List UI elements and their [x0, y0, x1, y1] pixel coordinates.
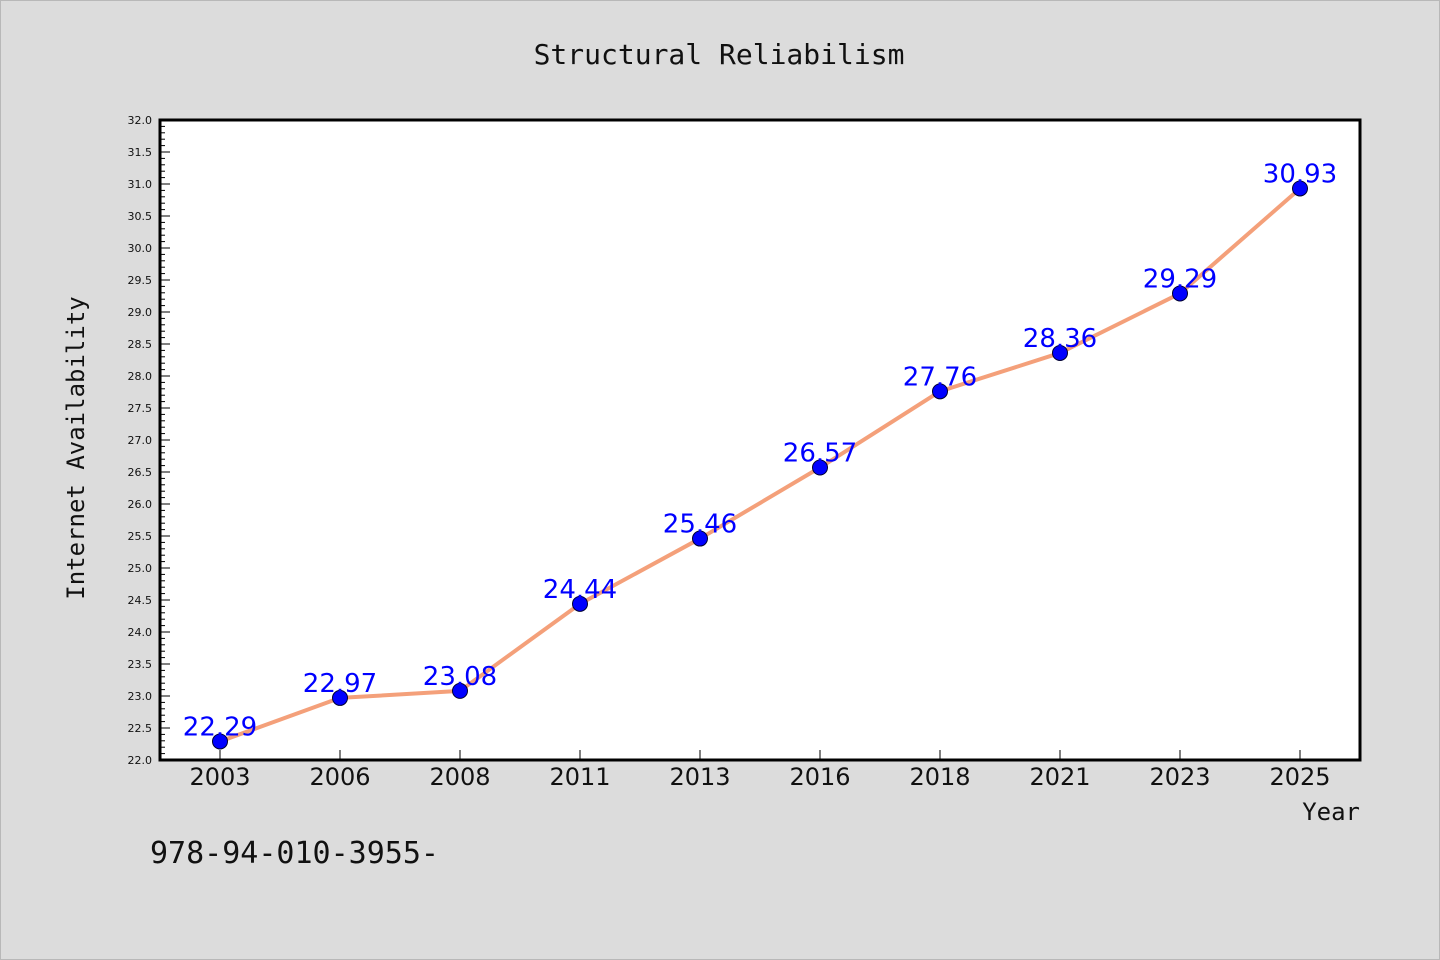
y-tick-label: 23.5 — [128, 658, 153, 671]
data-label: 30.93 — [1263, 159, 1337, 189]
data-point — [1292, 180, 1308, 197]
y-tick-label: 25.5 — [128, 530, 153, 543]
data-label: 24.44 — [543, 575, 617, 605]
data-label: 26.57 — [783, 439, 857, 469]
x-tick-label: 2016 — [789, 763, 850, 791]
data-point — [572, 595, 588, 612]
y-tick-label: 24.5 — [128, 594, 153, 607]
y-tick-label: 29.5 — [128, 274, 153, 287]
y-tick-label: 23.0 — [128, 690, 153, 703]
x-axis-ticks: 2003 2006 2008 2011 2013 2016 2018 2021 2023 2025 — [189, 750, 1331, 791]
y-tick-label: 22.0 — [128, 754, 153, 767]
chart-title: Structural Reliabilism — [534, 38, 905, 71]
y-tick-label: 32.0 — [128, 114, 153, 127]
data-point — [452, 682, 468, 699]
data-label: 29.29 — [1143, 264, 1217, 294]
y-tick-label: 30.5 — [128, 210, 153, 223]
x-tick-label: 2003 — [189, 763, 250, 791]
y-tick-label: 22.5 — [128, 722, 153, 735]
x-tick-label: 2023 — [1149, 763, 1210, 791]
y-tick-label: 30.0 — [128, 242, 153, 255]
data-label: 27.76 — [903, 362, 977, 392]
footnote-text: 978-94-010-3955- — [150, 836, 439, 871]
y-tick-label: 28.5 — [128, 338, 153, 351]
x-tick-label: 2008 — [429, 763, 490, 791]
series-line — [218, 186, 1302, 744]
data-label: 28.36 — [1023, 324, 1097, 354]
data-point — [692, 530, 708, 547]
plot-area — [160, 120, 1360, 760]
data-label: 23.08 — [423, 662, 497, 692]
data-label: 22.29 — [183, 712, 257, 742]
data-point — [212, 733, 228, 750]
data-point — [1172, 285, 1188, 302]
data-point — [932, 383, 948, 400]
y-tick-label: 31.0 — [128, 178, 153, 191]
y-axis-label: Internet Availability — [62, 296, 90, 599]
y-axis-ticks: 22.0 22.5 23.0 23.5 24.0 24.5 25.0 25.5 26.0 26.5… — [128, 114, 170, 767]
x-tick-label: 2006 — [309, 763, 370, 791]
y-tick-label: 26.5 — [128, 466, 153, 479]
x-tick-label: 2013 — [669, 763, 730, 791]
x-tick-label: 2021 — [1029, 763, 1090, 791]
y-tick-label: 25.0 — [128, 562, 153, 575]
data-point — [332, 689, 348, 706]
x-tick-label: 2011 — [549, 763, 610, 791]
x-axis-label: Year — [1302, 798, 1360, 826]
y-tick-label: 31.5 — [128, 146, 153, 159]
y-tick-label: 24.0 — [128, 626, 153, 639]
data-point — [812, 459, 828, 476]
x-tick-label: 2025 — [1269, 763, 1330, 791]
data-label: 25.46 — [663, 510, 737, 540]
y-tick-label: 27.0 — [128, 434, 153, 447]
y-tick-label: 26.0 — [128, 498, 153, 511]
y-tick-label: 27.5 — [128, 402, 153, 415]
y-tick-label: 29.0 — [128, 306, 153, 319]
data-point — [1052, 344, 1068, 361]
y-tick-label: 28.0 — [128, 370, 153, 383]
series-group: 22.29 22.97 23.08 24.44 25.46 26.57 27.76 28.36… — [183, 159, 1337, 750]
x-tick-label: 2018 — [909, 763, 970, 791]
data-label: 22.97 — [303, 669, 377, 699]
plot-border — [158, 118, 1362, 762]
